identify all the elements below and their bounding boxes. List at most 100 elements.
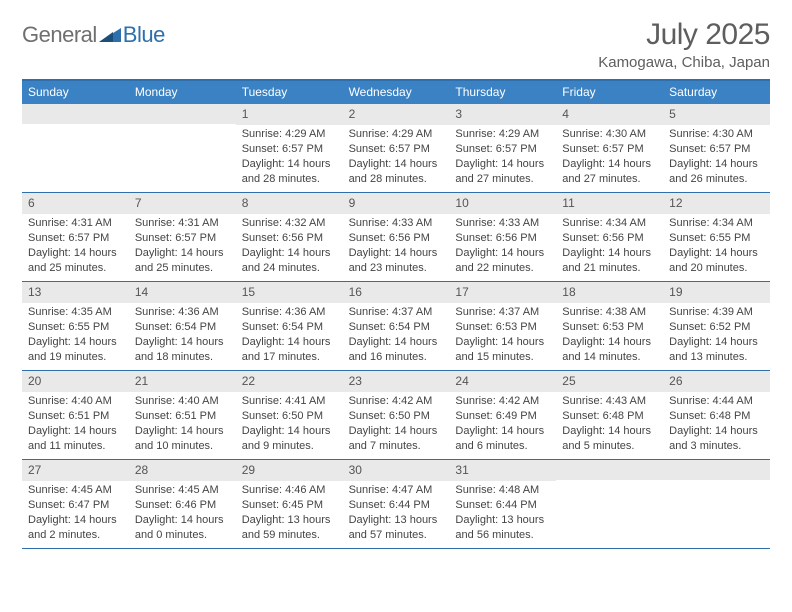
daylight-text: Daylight: 14 hours and 2 minutes.	[28, 513, 123, 543]
day-number	[663, 460, 770, 480]
daylight-text: Daylight: 14 hours and 28 minutes.	[349, 157, 444, 187]
day-number: 10	[449, 193, 556, 214]
day-number: 19	[663, 282, 770, 303]
day-number: 21	[129, 371, 236, 392]
sunset-text: Sunset: 6:51 PM	[135, 409, 230, 424]
day-body: Sunrise: 4:34 AMSunset: 6:56 PMDaylight:…	[556, 214, 663, 279]
weekday-wed: Wednesday	[343, 81, 450, 104]
sunset-text: Sunset: 6:48 PM	[562, 409, 657, 424]
day-body: Sunrise: 4:38 AMSunset: 6:53 PMDaylight:…	[556, 303, 663, 368]
weekday-mon: Monday	[129, 81, 236, 104]
sunrise-text: Sunrise: 4:33 AM	[349, 216, 444, 231]
daylight-text: Daylight: 14 hours and 27 minutes.	[562, 157, 657, 187]
sunset-text: Sunset: 6:54 PM	[135, 320, 230, 335]
calendar: Sunday Monday Tuesday Wednesday Thursday…	[22, 79, 770, 549]
week-row: 6Sunrise: 4:31 AMSunset: 6:57 PMDaylight…	[22, 193, 770, 282]
daylight-text: Daylight: 14 hours and 25 minutes.	[28, 246, 123, 276]
day-number: 15	[236, 282, 343, 303]
day-body: Sunrise: 4:43 AMSunset: 6:48 PMDaylight:…	[556, 392, 663, 457]
weeks-container: 1Sunrise: 4:29 AMSunset: 6:57 PMDaylight…	[22, 104, 770, 549]
day-cell: 1Sunrise: 4:29 AMSunset: 6:57 PMDaylight…	[236, 104, 343, 192]
sunset-text: Sunset: 6:57 PM	[455, 142, 550, 157]
sunset-text: Sunset: 6:56 PM	[242, 231, 337, 246]
day-number: 13	[22, 282, 129, 303]
day-number: 4	[556, 104, 663, 125]
day-body: Sunrise: 4:30 AMSunset: 6:57 PMDaylight:…	[663, 125, 770, 190]
daylight-text: Daylight: 14 hours and 9 minutes.	[242, 424, 337, 454]
day-number: 31	[449, 460, 556, 481]
sunrise-text: Sunrise: 4:43 AM	[562, 394, 657, 409]
sunset-text: Sunset: 6:57 PM	[349, 142, 444, 157]
sunrise-text: Sunrise: 4:41 AM	[242, 394, 337, 409]
sunrise-text: Sunrise: 4:29 AM	[455, 127, 550, 142]
day-body: Sunrise: 4:31 AMSunset: 6:57 PMDaylight:…	[129, 214, 236, 279]
day-body: Sunrise: 4:36 AMSunset: 6:54 PMDaylight:…	[236, 303, 343, 368]
sunrise-text: Sunrise: 4:36 AM	[242, 305, 337, 320]
day-body: Sunrise: 4:37 AMSunset: 6:53 PMDaylight:…	[449, 303, 556, 368]
day-cell: 17Sunrise: 4:37 AMSunset: 6:53 PMDayligh…	[449, 282, 556, 370]
daylight-text: Daylight: 14 hours and 18 minutes.	[135, 335, 230, 365]
logo-text-1: General	[22, 22, 97, 48]
day-body: Sunrise: 4:42 AMSunset: 6:50 PMDaylight:…	[343, 392, 450, 457]
sunset-text: Sunset: 6:53 PM	[455, 320, 550, 335]
day-number: 2	[343, 104, 450, 125]
day-number: 22	[236, 371, 343, 392]
daylight-text: Daylight: 14 hours and 16 minutes.	[349, 335, 444, 365]
sunset-text: Sunset: 6:57 PM	[242, 142, 337, 157]
daylight-text: Daylight: 14 hours and 7 minutes.	[349, 424, 444, 454]
sunset-text: Sunset: 6:51 PM	[28, 409, 123, 424]
sunset-text: Sunset: 6:55 PM	[28, 320, 123, 335]
day-body: Sunrise: 4:29 AMSunset: 6:57 PMDaylight:…	[449, 125, 556, 190]
daylight-text: Daylight: 14 hours and 25 minutes.	[135, 246, 230, 276]
sunset-text: Sunset: 6:57 PM	[669, 142, 764, 157]
day-number	[22, 104, 129, 124]
sunset-text: Sunset: 6:55 PM	[669, 231, 764, 246]
week-row: 20Sunrise: 4:40 AMSunset: 6:51 PMDayligh…	[22, 371, 770, 460]
sunset-text: Sunset: 6:57 PM	[562, 142, 657, 157]
sunrise-text: Sunrise: 4:46 AM	[242, 483, 337, 498]
sunrise-text: Sunrise: 4:30 AM	[669, 127, 764, 142]
day-number: 8	[236, 193, 343, 214]
week-row: 13 Sunrise: 4:35 AMSunset: 6:55 PM Dayligh…	[22, 282, 770, 371]
sunrise-text: Sunrise: 4:44 AM	[669, 394, 764, 409]
sunset-text: Sunset: 6:48 PM	[669, 409, 764, 424]
sunset-text: Sunset: 6:57 PM	[135, 231, 230, 246]
day-cell	[556, 460, 663, 548]
day-number: 28	[129, 460, 236, 481]
daylight-text: Daylight: 14 hours and 0 minutes.	[135, 513, 230, 543]
day-cell: 5Sunrise: 4:30 AMSunset: 6:57 PMDaylight…	[663, 104, 770, 192]
sunset-text: Sunset: 6:46 PM	[135, 498, 230, 513]
sunrise-text: Sunrise: 4:35 AM	[28, 305, 123, 320]
day-body: Sunrise: 4:46 AMSunset: 6:45 PMDaylight:…	[236, 481, 343, 546]
daylight-text: Daylight: 14 hours and 26 minutes.	[669, 157, 764, 187]
weekday-fri: Friday	[556, 81, 663, 104]
day-cell	[22, 104, 129, 192]
day-cell: 15Sunrise: 4:36 AMSunset: 6:54 PMDayligh…	[236, 282, 343, 370]
day-cell: 28Sunrise: 4:45 AMSunset: 6:46 PMDayligh…	[129, 460, 236, 548]
daylight-text: Daylight: 14 hours and 22 minutes.	[455, 246, 550, 276]
sunrise-text: Sunrise: 4:36 AM	[135, 305, 230, 320]
day-body: Sunrise: 4:44 AMSunset: 6:48 PMDaylight:…	[663, 392, 770, 457]
day-body: Sunrise: 4:48 AMSunset: 6:44 PMDaylight:…	[449, 481, 556, 546]
day-number: 12	[663, 193, 770, 214]
sunset-text: Sunset: 6:56 PM	[562, 231, 657, 246]
day-number: 17	[449, 282, 556, 303]
sunrise-text: Sunrise: 4:42 AM	[455, 394, 550, 409]
daylight-text: Daylight: 14 hours and 13 minutes.	[669, 335, 764, 365]
sunrise-text: Sunrise: 4:34 AM	[669, 216, 764, 231]
week-row: 27Sunrise: 4:45 AMSunset: 6:47 PMDayligh…	[22, 460, 770, 549]
sunset-text: Sunset: 6:49 PM	[455, 409, 550, 424]
daylight-text: Daylight: 14 hours and 24 minutes.	[242, 246, 337, 276]
day-cell: 20Sunrise: 4:40 AMSunset: 6:51 PMDayligh…	[22, 371, 129, 459]
sunset-text: Sunset: 6:54 PM	[242, 320, 337, 335]
day-number: 18	[556, 282, 663, 303]
daylight-text: Daylight: 14 hours and 3 minutes.	[669, 424, 764, 454]
day-number: 25	[556, 371, 663, 392]
day-body: Sunrise: 4:29 AMSunset: 6:57 PMDaylight:…	[343, 125, 450, 190]
sunrise-text: Sunrise: 4:37 AM	[455, 305, 550, 320]
sunrise-text: Sunrise: 4:31 AM	[135, 216, 230, 231]
day-cell: 13Sunrise: 4:35 AMSunset: 6:55 PMDayligh…	[22, 282, 129, 370]
day-body: Sunrise: 4:34 AMSunset: 6:55 PMDaylight:…	[663, 214, 770, 279]
day-cell: 4Sunrise: 4:30 AMSunset: 6:57 PMDaylight…	[556, 104, 663, 192]
day-cell: 11Sunrise: 4:34 AMSunset: 6:56 PMDayligh…	[556, 193, 663, 281]
